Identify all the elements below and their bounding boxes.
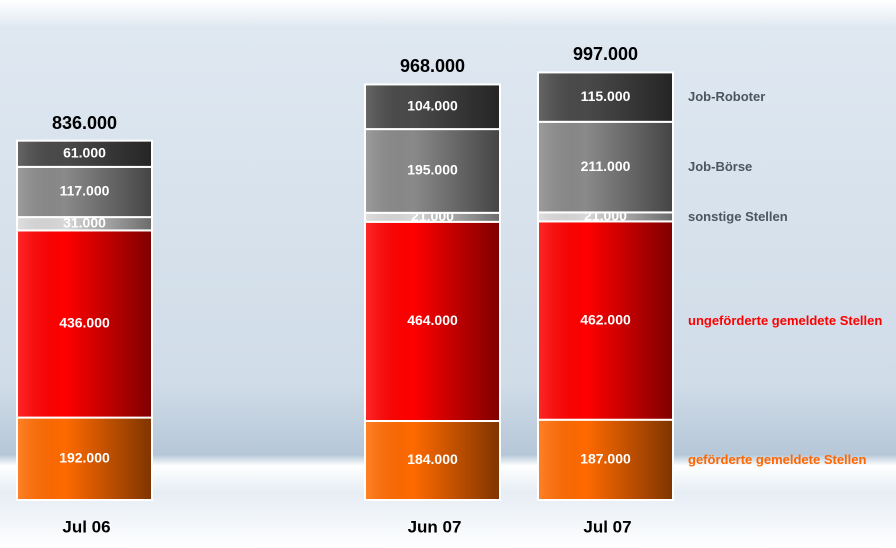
bar-value-label: 192.000 [59, 449, 110, 465]
bar-shade [18, 218, 151, 230]
bar-shade [18, 231, 151, 417]
bar-value-label: 115.000 [581, 88, 631, 104]
total-label: 968.000 [400, 56, 465, 76]
bar-shade [539, 222, 672, 419]
bar-value-label: 31.000 [63, 214, 106, 230]
bar-shade [18, 418, 151, 499]
bar-value-label: 462.000 [580, 311, 631, 327]
total-label: 997.000 [573, 44, 638, 64]
legend-entry: geförderte gemeldete Stellen [688, 451, 867, 467]
bar-shade [539, 213, 672, 221]
x-tick-label: Jul 06 [62, 517, 110, 536]
bar-shade [18, 141, 151, 166]
legend-entry: sonstige Stellen [688, 208, 788, 224]
bar-shade [539, 420, 672, 499]
bar-value-label: 117.000 [60, 183, 110, 199]
bar-value-label: 211.000 [581, 158, 631, 174]
bar-shade [366, 85, 499, 129]
bar-shade [539, 73, 672, 121]
legend-entry: Job-Börse [688, 159, 753, 175]
bar-value-label: 464.000 [407, 312, 458, 328]
bar-value-label: 187.000 [580, 451, 631, 467]
bar-value-label: 436.000 [59, 315, 110, 331]
x-tick-label: Jun 07 [408, 517, 462, 536]
bar-value-label: 184.000 [407, 451, 458, 467]
bar-shade [18, 167, 151, 217]
bar-shade [366, 222, 499, 421]
legend-entry: Job-Roboter [688, 89, 766, 105]
legend-entry: ungeförderte gemeldete Stellen [688, 312, 883, 328]
bar-value-label: 104.000 [407, 97, 458, 113]
bar-shade [366, 422, 499, 499]
total-label: 836.000 [52, 113, 117, 133]
bar-shade [539, 122, 672, 212]
bar-value-label: 195.000 [407, 162, 458, 178]
bar-shade [366, 213, 499, 221]
bar-shade [366, 130, 499, 212]
x-tick-label: Jul 07 [583, 517, 631, 536]
bar-value-label: 61.000 [63, 144, 106, 160]
